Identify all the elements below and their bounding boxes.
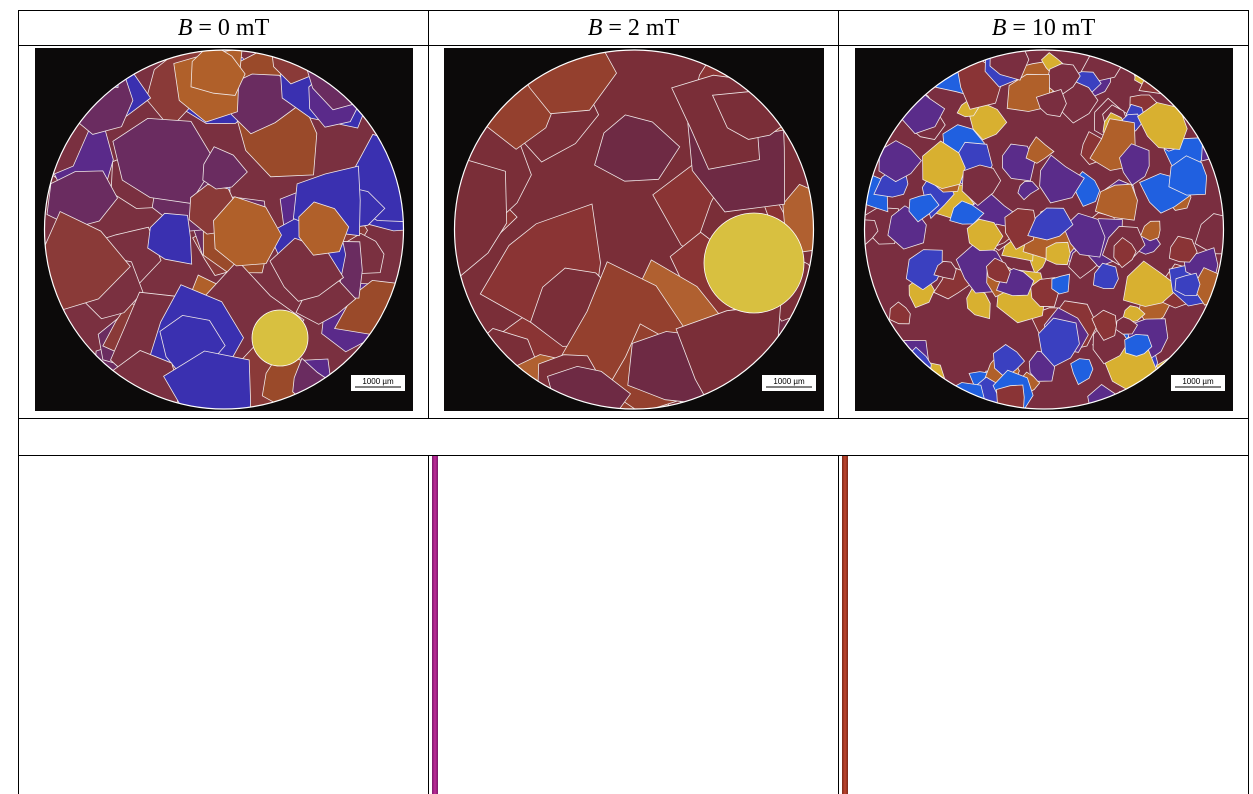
image-cell	[429, 456, 839, 794]
variable: B	[588, 15, 603, 41]
image-strip	[432, 456, 438, 794]
empty-cell	[19, 419, 1249, 456]
empty-row	[19, 419, 1249, 456]
scale-bar-label: 1000 µm	[362, 377, 394, 386]
figure-table: B = 0 mT B = 2 mT B = 10 mT 1000 µm 1000…	[18, 10, 1249, 794]
variable: B	[178, 15, 193, 41]
image-cell: 1000 µm	[839, 46, 1249, 419]
page: B = 0 mT B = 2 mT B = 10 mT 1000 µm 1000…	[0, 0, 1253, 794]
image-cell	[19, 456, 429, 794]
scale-bar-label: 1000 µm	[1182, 377, 1214, 386]
field-value: = 10 mT	[1012, 15, 1095, 41]
header-cell: B = 10 mT	[839, 11, 1249, 46]
image-row: 1000 µm 1000 µm 1000 µm	[19, 46, 1249, 419]
grain	[252, 310, 308, 366]
lower-row	[19, 456, 1249, 794]
image-cell: 1000 µm	[19, 46, 429, 419]
header-cell: B = 0 mT	[19, 11, 429, 46]
image-cell: 1000 µm	[429, 46, 839, 419]
micrograph: 1000 µm	[35, 48, 413, 411]
micrograph: 1000 µm	[444, 48, 824, 411]
field-value: = 0 mT	[198, 15, 269, 41]
image-cell	[839, 456, 1249, 794]
field-value: = 2 mT	[608, 15, 679, 41]
variable: B	[992, 15, 1007, 41]
grain	[1046, 242, 1070, 264]
header-cell: B = 2 mT	[429, 11, 839, 46]
micrograph: 1000 µm	[855, 48, 1233, 411]
header-row: B = 0 mT B = 2 mT B = 10 mT	[19, 11, 1249, 46]
grain	[704, 213, 804, 313]
scale-bar-label: 1000 µm	[773, 377, 805, 386]
image-strip	[842, 456, 848, 794]
